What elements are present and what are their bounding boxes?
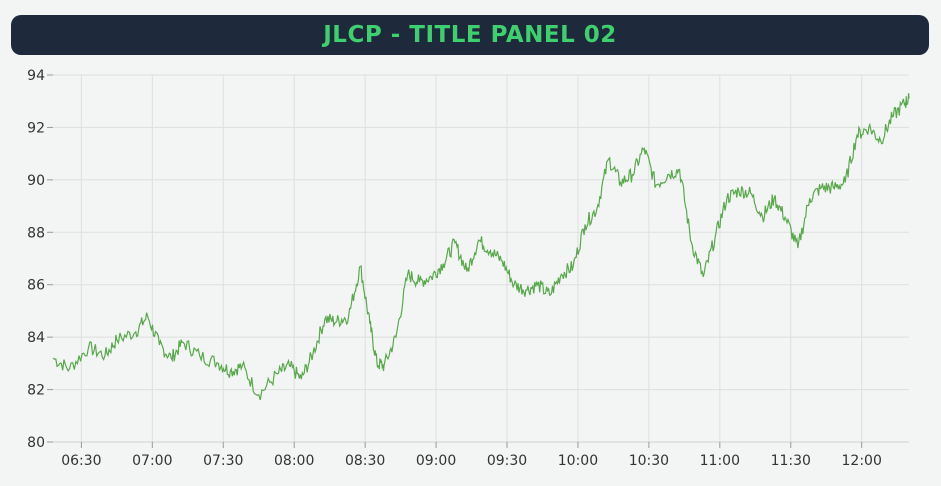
- x-tick-label: 09:00: [416, 453, 456, 469]
- x-tick-label: 06:30: [61, 453, 101, 469]
- title-panel: JLCP - TITLE PANEL 02: [11, 15, 929, 55]
- x-tick-label: 07:30: [203, 453, 243, 469]
- x-tick-label: 10:30: [629, 453, 669, 469]
- x-axis: 06:30 07:00 07:30 08:00 08:30 09:00 09:30 10:00…: [61, 442, 882, 469]
- series-line: [52, 93, 910, 401]
- y-tick-label: 92: [27, 120, 45, 136]
- page-title: JLCP - TITLE PANEL 02: [323, 22, 617, 48]
- x-tick-label: 07:00: [132, 453, 172, 469]
- y-tick-label: 86: [27, 278, 45, 294]
- x-tick-label: 12:00: [842, 453, 882, 469]
- x-tick-label: 09:30: [487, 453, 527, 469]
- y-tick-label: 88: [27, 225, 45, 241]
- x-tick-label: 08:30: [345, 453, 385, 469]
- x-tick-label: 11:30: [771, 453, 811, 469]
- y-axis: 80 82 84 86 88 90 92 94: [27, 68, 53, 451]
- chart-grid: [53, 74, 909, 443]
- y-tick-label: 90: [27, 173, 45, 189]
- y-tick-label: 80: [27, 435, 45, 451]
- x-tick-label: 08:00: [274, 453, 314, 469]
- x-tick-label: 10:00: [558, 453, 598, 469]
- y-tick-label: 84: [27, 330, 45, 346]
- y-tick-label: 94: [27, 68, 45, 84]
- y-tick-label: 82: [27, 383, 45, 399]
- x-tick-label: 11:00: [700, 453, 740, 469]
